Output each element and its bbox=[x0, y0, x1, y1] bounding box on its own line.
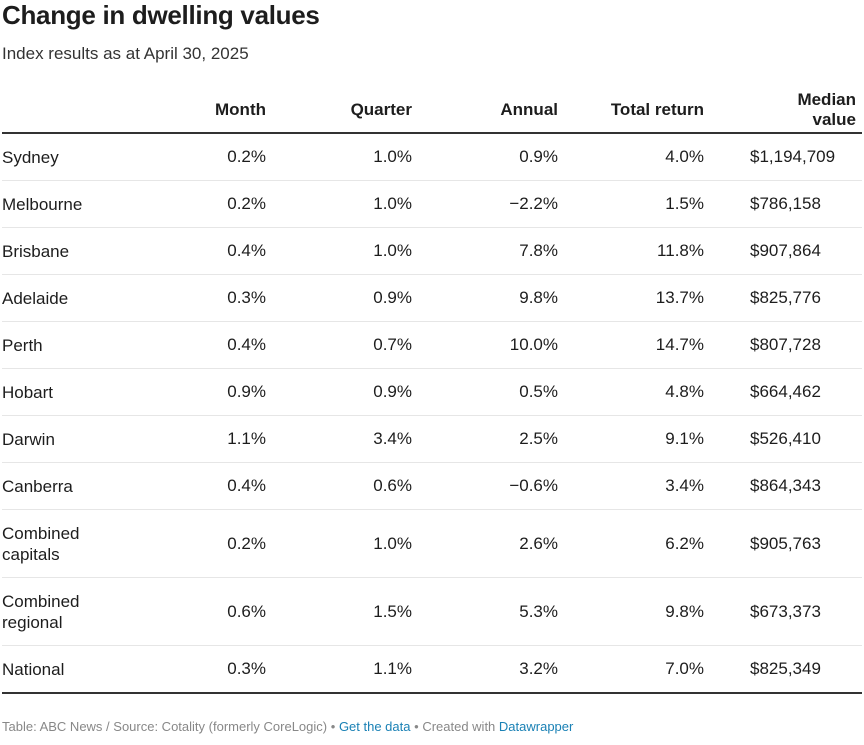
cell-quarter: 1.5% bbox=[272, 577, 418, 646]
cell-city: Adelaide bbox=[2, 274, 142, 322]
cell-month: 0.4% bbox=[142, 321, 272, 369]
cell-city: Sydney bbox=[2, 133, 142, 181]
cell-median: $664,462 bbox=[710, 368, 862, 416]
cell-median: $825,349 bbox=[710, 645, 862, 694]
cell-total: 13.7% bbox=[564, 274, 710, 322]
cell-month: 0.4% bbox=[142, 227, 272, 275]
footer: Table: ABC News / Source: Cotality (form… bbox=[2, 719, 573, 734]
column-header-city[interactable] bbox=[2, 88, 142, 134]
table-row: Brisbane 0.4% 1.0% 7.8% 11.8% $907,864 bbox=[2, 227, 862, 275]
cell-quarter: 0.7% bbox=[272, 321, 418, 369]
cell-median: $907,864 bbox=[710, 227, 862, 275]
column-header-quarter[interactable]: Quarter bbox=[272, 88, 418, 134]
cell-total: 3.4% bbox=[564, 462, 710, 510]
cell-annual: 0.5% bbox=[418, 368, 564, 416]
cell-month: 0.4% bbox=[142, 462, 272, 510]
cell-city: Brisbane bbox=[2, 227, 142, 275]
cell-quarter: 1.0% bbox=[272, 509, 418, 578]
table-row: National 0.3% 1.1% 3.2% 7.0% $825,349 bbox=[2, 645, 862, 694]
table-body: Sydney 0.2% 1.0% 0.9% 4.0% $1,194,709 Melbourn… bbox=[2, 133, 862, 694]
cell-annual: 2.6% bbox=[418, 509, 564, 578]
cell-total: 7.0% bbox=[564, 645, 710, 694]
cell-city: Perth bbox=[2, 321, 142, 369]
cell-annual: −0.6% bbox=[418, 462, 564, 510]
chart-subtitle: Index results as at April 30, 2025 bbox=[2, 44, 249, 63]
cell-total: 14.7% bbox=[564, 321, 710, 369]
cell-total: 9.8% bbox=[564, 577, 710, 646]
cell-annual: 9.8% bbox=[418, 274, 564, 322]
table-row: Adelaide 0.3% 0.9% 9.8% 13.7% $825,776 bbox=[2, 274, 862, 322]
cell-month: 0.2% bbox=[142, 180, 272, 228]
cell-city: National bbox=[2, 645, 142, 694]
footer-created-with: Created with bbox=[422, 719, 496, 734]
table-row: Combined regional 0.6% 1.5% 5.3% 9.8% $673,373 bbox=[2, 577, 862, 646]
column-header-total-return[interactable]: Total return bbox=[564, 88, 710, 134]
cell-month: 0.3% bbox=[142, 645, 272, 694]
cell-city: Hobart bbox=[2, 368, 142, 416]
cell-quarter: 3.4% bbox=[272, 415, 418, 463]
cell-total: 11.8% bbox=[564, 227, 710, 275]
cell-total: 9.1% bbox=[564, 415, 710, 463]
cell-city: Canberra bbox=[2, 462, 142, 510]
cell-median: $864,343 bbox=[710, 462, 862, 510]
cell-month: 0.2% bbox=[142, 509, 272, 578]
table-row: Melbourne 0.2% 1.0% −2.2% 1.5% $786,158 bbox=[2, 180, 862, 228]
cell-month: 0.2% bbox=[142, 133, 272, 181]
cell-median: $786,158 bbox=[710, 180, 862, 228]
cell-city: Melbourne bbox=[2, 180, 142, 228]
cell-median: $526,410 bbox=[710, 415, 862, 463]
cell-month: 0.9% bbox=[142, 368, 272, 416]
cell-quarter: 0.6% bbox=[272, 462, 418, 510]
cell-quarter: 1.0% bbox=[272, 227, 418, 275]
cell-quarter: 0.9% bbox=[272, 274, 418, 322]
cell-median: $673,373 bbox=[710, 577, 862, 646]
cell-month: 1.1% bbox=[142, 415, 272, 463]
cell-total: 6.2% bbox=[564, 509, 710, 578]
data-table: Month Quarter Annual Total return Median… bbox=[2, 88, 862, 694]
cell-annual: 7.8% bbox=[418, 227, 564, 275]
cell-annual: 10.0% bbox=[418, 321, 564, 369]
column-header-annual[interactable]: Annual bbox=[418, 88, 564, 134]
table-row: Canberra 0.4% 0.6% −0.6% 3.4% $864,343 bbox=[2, 462, 862, 510]
cell-quarter: 1.0% bbox=[272, 180, 418, 228]
cell-city: Combined regional bbox=[2, 577, 142, 646]
datawrapper-link[interactable]: Datawrapper bbox=[498, 719, 574, 734]
cell-annual: −2.2% bbox=[418, 180, 564, 228]
cell-quarter: 1.1% bbox=[272, 645, 418, 694]
cell-median: $807,728 bbox=[710, 321, 862, 369]
table-header-row: Month Quarter Annual Total return Median… bbox=[2, 88, 862, 134]
table-row: Hobart 0.9% 0.9% 0.5% 4.8% $664,462 bbox=[2, 368, 862, 416]
cell-quarter: 1.0% bbox=[272, 133, 418, 181]
cell-annual: 2.5% bbox=[418, 415, 564, 463]
cell-median: $905,763 bbox=[710, 509, 862, 578]
chart-title: Change in dwelling values bbox=[2, 0, 320, 30]
cell-median: $825,776 bbox=[710, 274, 862, 322]
table-row: Perth 0.4% 0.7% 10.0% 14.7% $807,728 bbox=[2, 321, 862, 369]
cell-total: 1.5% bbox=[564, 180, 710, 228]
footer-separator: • bbox=[330, 719, 336, 734]
table-row: Darwin 1.1% 3.4% 2.5% 9.1% $526,410 bbox=[2, 415, 862, 463]
table-row: Combined capitals 0.2% 1.0% 2.6% 6.2% $905,763 bbox=[2, 509, 862, 578]
cell-annual: 3.2% bbox=[418, 645, 564, 694]
cell-total: 4.8% bbox=[564, 368, 710, 416]
column-header-median-value[interactable]: Median value bbox=[710, 88, 862, 134]
cell-city: Combined capitals bbox=[2, 509, 142, 578]
cell-city: Darwin bbox=[2, 415, 142, 463]
column-header-month[interactable]: Month bbox=[142, 88, 272, 134]
cell-annual: 0.9% bbox=[418, 133, 564, 181]
table-row: Sydney 0.2% 1.0% 0.9% 4.0% $1,194,709 bbox=[2, 133, 862, 181]
cell-total: 4.0% bbox=[564, 133, 710, 181]
cell-median: $1,194,709 bbox=[710, 133, 862, 181]
cell-month: 0.6% bbox=[142, 577, 272, 646]
footer-separator-2: • bbox=[414, 719, 419, 734]
cell-quarter: 0.9% bbox=[272, 368, 418, 416]
cell-month: 0.3% bbox=[142, 274, 272, 322]
cell-annual: 5.3% bbox=[418, 577, 564, 646]
get-the-data-link[interactable]: Get the data bbox=[338, 719, 411, 734]
footer-source: Table: ABC News / Source: Cotality (form… bbox=[2, 719, 328, 734]
